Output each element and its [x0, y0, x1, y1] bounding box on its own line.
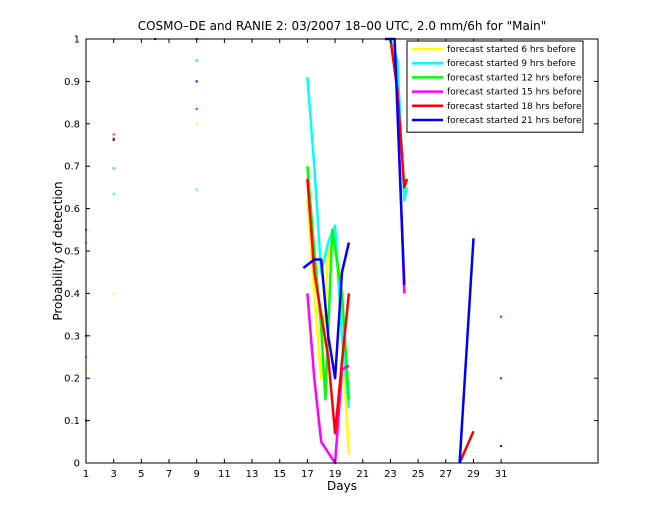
data-point [112, 133, 115, 136]
x-tick-label: 19 [329, 469, 342, 480]
series-group [85, 122, 351, 455]
x-tick-label: 7 [166, 469, 172, 480]
y-axis-label: Probability of detection [51, 181, 65, 320]
x-tick-label: 25 [412, 469, 425, 480]
legend: forecast started 6 hrs before forecast st… [406, 40, 584, 133]
data-point [500, 377, 503, 380]
data-point [112, 138, 115, 141]
legend-label: forecast started 6 hrs before [447, 45, 576, 55]
series-line [458, 238, 475, 464]
y-tick-label: 0.3 [64, 331, 80, 342]
x-axis-label: Days [327, 479, 357, 493]
y-tick-label: 0.9 [64, 77, 80, 88]
series-line [306, 166, 351, 401]
data-point [112, 292, 115, 295]
series-group [85, 38, 409, 409]
data-point [195, 59, 198, 62]
series-line [389, 38, 409, 189]
series-line [306, 178, 351, 435]
x-tick-label: 1 [83, 469, 89, 480]
legend-box [406, 40, 584, 133]
series-line [306, 77, 351, 409]
x-tick-label: 29 [467, 469, 480, 480]
y-tick-label: 0.7 [64, 162, 80, 173]
plot-marks [85, 37, 503, 465]
data-point [195, 122, 198, 125]
x-tick-label: 5 [138, 469, 144, 480]
x-tick-label: 15 [273, 469, 286, 480]
data-point [500, 445, 503, 447]
x-tick-label: 23 [384, 469, 397, 480]
y-tick-label: 0.8 [64, 119, 80, 130]
legend-label: forecast started 18 hrs before [447, 102, 582, 112]
x-tick-label: 31 [495, 469, 508, 480]
x-tick-label: 13 [246, 469, 259, 480]
x-tick-label: 9 [194, 469, 200, 480]
data-point [195, 80, 198, 83]
y-tick-label: 0.5 [64, 247, 80, 258]
data-point [112, 137, 115, 140]
x-tick-label: 17 [301, 469, 314, 480]
legend-label: forecast started 15 hrs before [447, 88, 582, 98]
legend-label: forecast started 12 hrs before [447, 73, 582, 83]
axis-ticks: 1 3 5 7 9 11 13 15 17 19 21 23 25 27 29 3100.10.20.30.4… [64, 35, 598, 480]
series-group [85, 102, 406, 465]
x-tick-label: 27 [439, 469, 452, 480]
x-tick-label: 11 [218, 469, 231, 480]
series-line [458, 430, 475, 464]
data-point [195, 188, 198, 191]
data-point [195, 108, 198, 110]
y-tick-label: 0.6 [64, 204, 80, 215]
x-tick-label: 21 [356, 469, 369, 480]
series-line [306, 293, 350, 465]
series-line [302, 242, 351, 380]
chart-title: COSMO–DE and RANIE 2: 03/2007 18–00 UTC,… [138, 19, 547, 33]
data-point [112, 192, 115, 195]
x-tick-label: 3 [110, 469, 116, 480]
data-point [112, 167, 115, 170]
data-point [500, 315, 503, 318]
y-tick-label: 0.4 [64, 289, 80, 300]
y-tick-label: 0 [74, 459, 80, 470]
y-tick-label: 1 [74, 35, 80, 46]
legend-label: forecast started 21 hrs before [447, 116, 582, 126]
legend-label: forecast started 9 hrs before [447, 59, 576, 69]
y-tick-label: 0.2 [64, 374, 80, 385]
y-tick-label: 0.1 [64, 416, 80, 427]
